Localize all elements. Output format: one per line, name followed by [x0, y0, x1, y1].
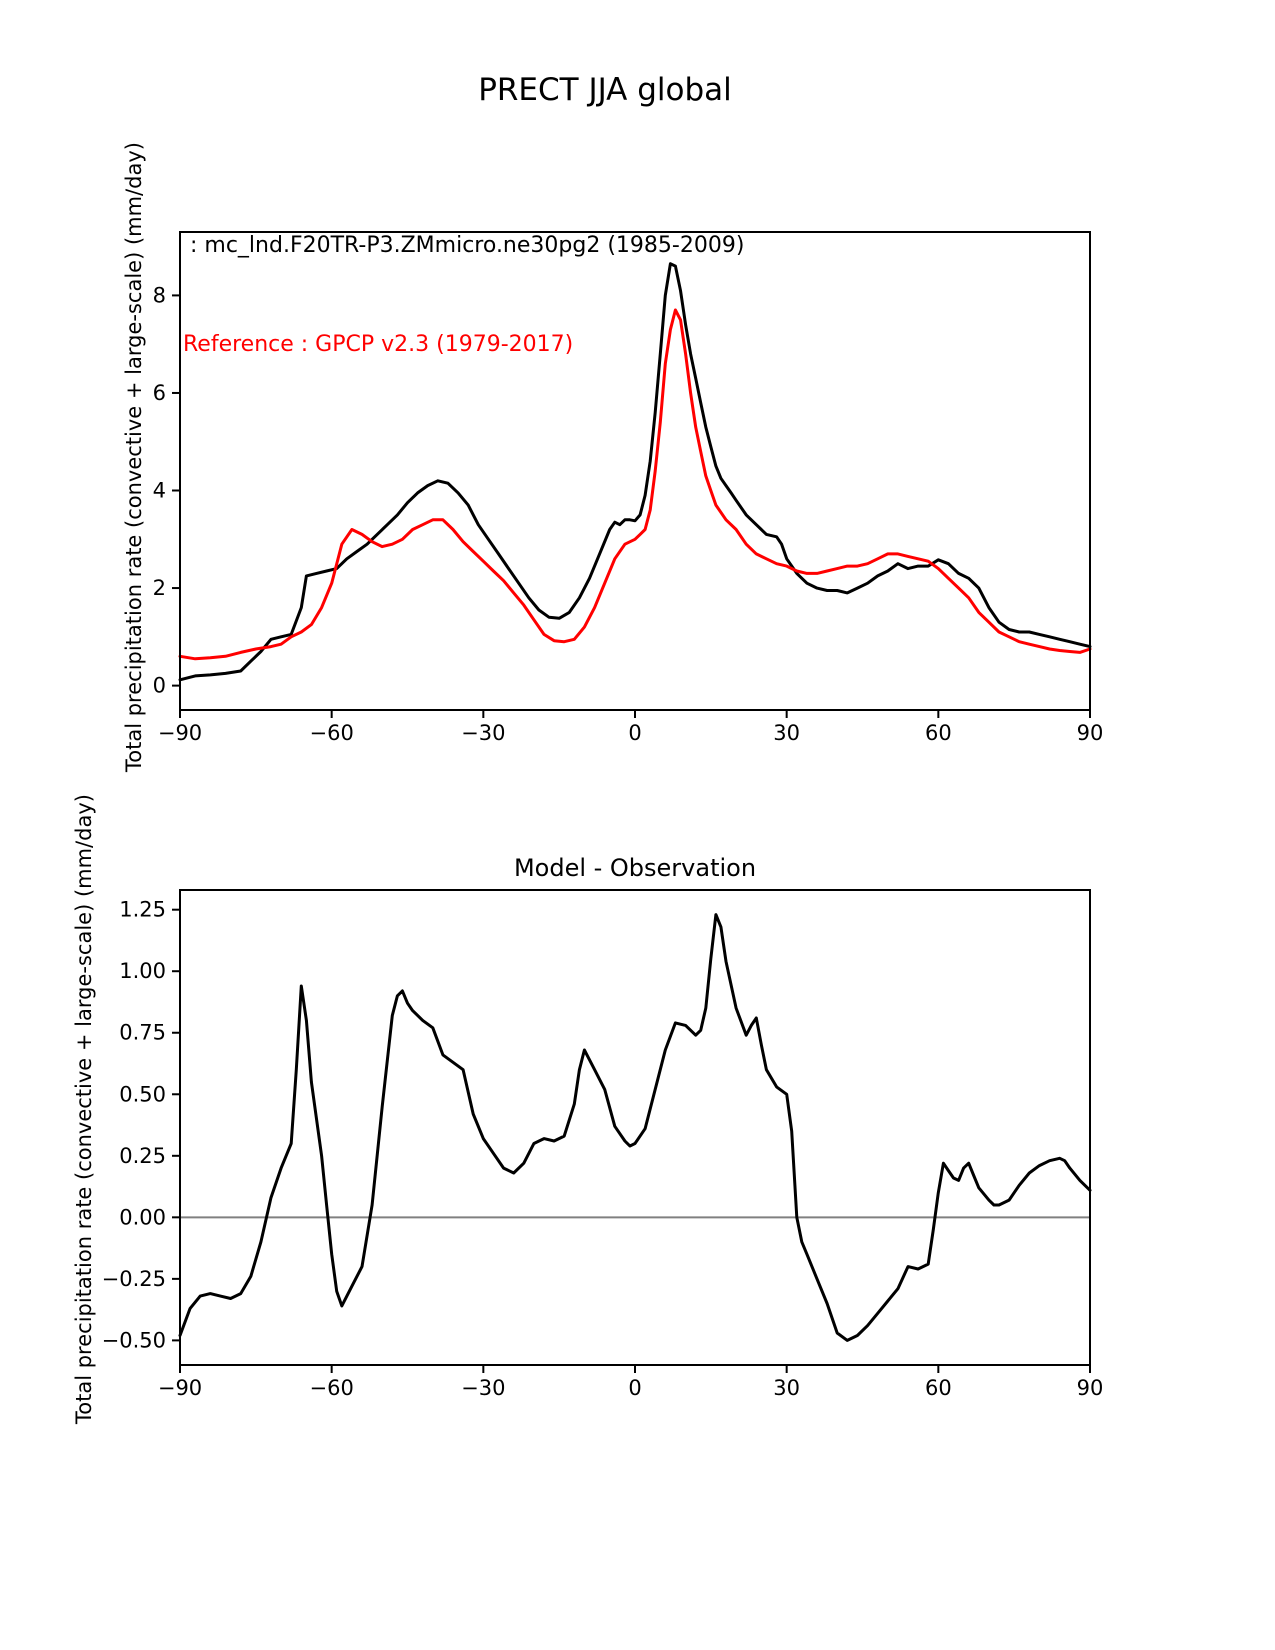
top-chart-y-axis-label: Total precipitation rate (convective + l…	[122, 142, 146, 772]
y-tick-label: 0	[153, 674, 166, 698]
y-tick-label: 4	[153, 479, 166, 503]
x-tick-label: −60	[310, 1376, 354, 1400]
x-tick-label: −60	[310, 721, 354, 745]
series-line-0	[178, 262, 1092, 682]
y-tick-label: 1.25	[119, 898, 166, 922]
x-tick-label: 0	[628, 721, 641, 745]
legend: : mc_lnd.F20TR-P3.ZMmicro.ne30pg2 (1985-…	[183, 163, 744, 427]
x-tick-label: 90	[1077, 1376, 1104, 1400]
y-tick-label: −0.25	[102, 1267, 166, 1291]
x-tick-label: 30	[773, 1376, 800, 1400]
x-tick-label: −90	[158, 1376, 202, 1400]
y-tick-label: 0.00	[119, 1205, 166, 1229]
axes-frame	[179, 231, 1091, 711]
bottom-chart-title: Model - Observation	[513, 854, 757, 882]
legend-reference-label: Reference : GPCP v2.3 (1979-2017)	[183, 332, 574, 357]
x-tick-label: 90	[1077, 721, 1104, 745]
y-tick-label: 0.50	[119, 1082, 166, 1106]
bottom-chart-y-axis-label: Total precipitation rate (convective + l…	[72, 794, 96, 1424]
series-line-0	[178, 913, 1092, 1342]
x-tick-label: 60	[925, 1376, 952, 1400]
top-chart: −90 −60 −30 0 30 60 90 0 2 4 6 8	[153, 231, 1103, 745]
x-tick-label: −30	[461, 721, 505, 745]
x-tick-label: −30	[461, 1376, 505, 1400]
y-tick-label: 0.25	[119, 1144, 166, 1168]
series-line-1	[178, 308, 1092, 661]
legend-model-label: : mc_lnd.F20TR-P3.ZMmicro.ne30pg2 (1985-…	[183, 233, 745, 258]
x-tick-label: 60	[925, 721, 952, 745]
y-tick-label: 2	[153, 576, 166, 600]
x-tick-label: 0	[628, 1376, 641, 1400]
y-tick-label: 0.75	[119, 1021, 166, 1045]
y-tick-label: 6	[153, 381, 166, 405]
figure-title: PRECT JJA global	[478, 72, 732, 108]
y-tick-label: 8	[153, 283, 166, 307]
x-tick-label: 30	[773, 721, 800, 745]
y-tick-label: 1.00	[119, 959, 166, 983]
bottom-chart: −90 −60 −30 0 30 60 90 −0.50 −0.25 0.00 0.25 0.50 0.…	[102, 889, 1103, 1400]
y-tick-label: −0.50	[102, 1328, 166, 1352]
x-tick-label: −90	[158, 721, 202, 745]
